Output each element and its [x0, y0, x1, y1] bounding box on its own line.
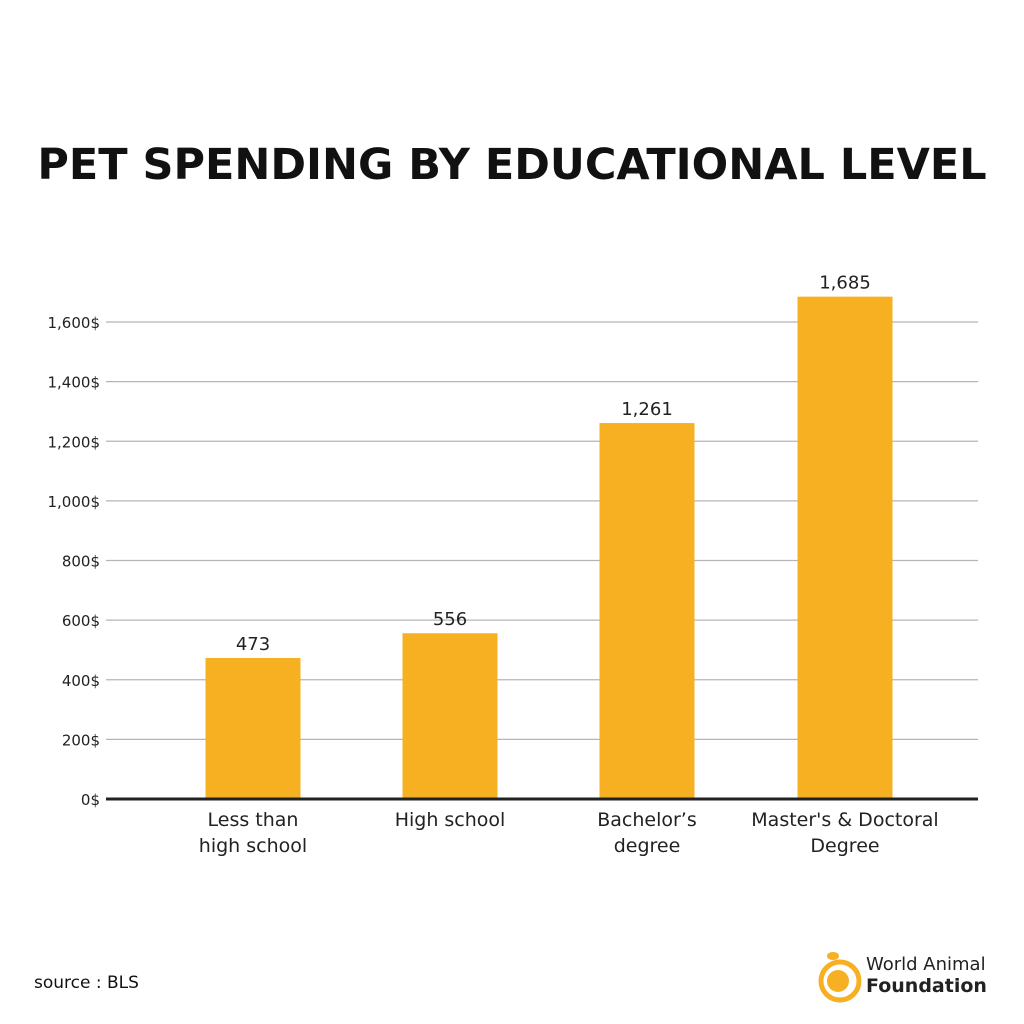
logo-line1: World Animal: [866, 954, 986, 975]
data-label: 1,685: [819, 273, 871, 294]
y-tick-label: 1,600$: [48, 314, 101, 332]
data-label: 1,261: [621, 399, 673, 420]
bar: [402, 633, 498, 799]
x-tick-label: Master's & Doctoral: [751, 809, 938, 831]
y-tick-label: 0$: [81, 791, 100, 809]
y-tick-label: 1,200$: [48, 433, 101, 451]
x-tick-label: high school: [199, 835, 307, 857]
bar: [797, 296, 893, 799]
bar-chart: 0$ 200$ 400$ 600$ 800$ 1,000$ 1,200$ 1,400$ 1,60…: [48, 273, 978, 857]
bar: [205, 657, 301, 799]
source-note: source : BLS: [34, 973, 139, 993]
x-tick-label: Less than: [208, 809, 299, 831]
y-tick-label: 200$: [62, 731, 100, 749]
x-tick-label: degree: [614, 835, 681, 857]
animal-logo-icon: [818, 952, 862, 1003]
y-tick-label: 400$: [62, 672, 100, 690]
y-tick-label: 600$: [62, 612, 100, 630]
data-label: 556: [433, 609, 467, 630]
y-tick-label: 1,400$: [48, 374, 101, 392]
x-tick-label: Degree: [810, 835, 879, 857]
chart-title: PET SPENDING BY EDUCATIONAL LEVEL: [37, 140, 987, 190]
y-tick-label: 800$: [62, 553, 100, 571]
logo-line2: Foundation: [866, 975, 987, 997]
x-tick-label: High school: [395, 809, 506, 831]
bar: [599, 423, 695, 799]
y-tick-label: 1,000$: [48, 493, 101, 511]
data-label: 473: [236, 634, 270, 655]
x-tick-label: Bachelor’s: [597, 809, 697, 831]
world-animal-foundation-logo: World Animal Foundation: [818, 948, 1008, 1004]
